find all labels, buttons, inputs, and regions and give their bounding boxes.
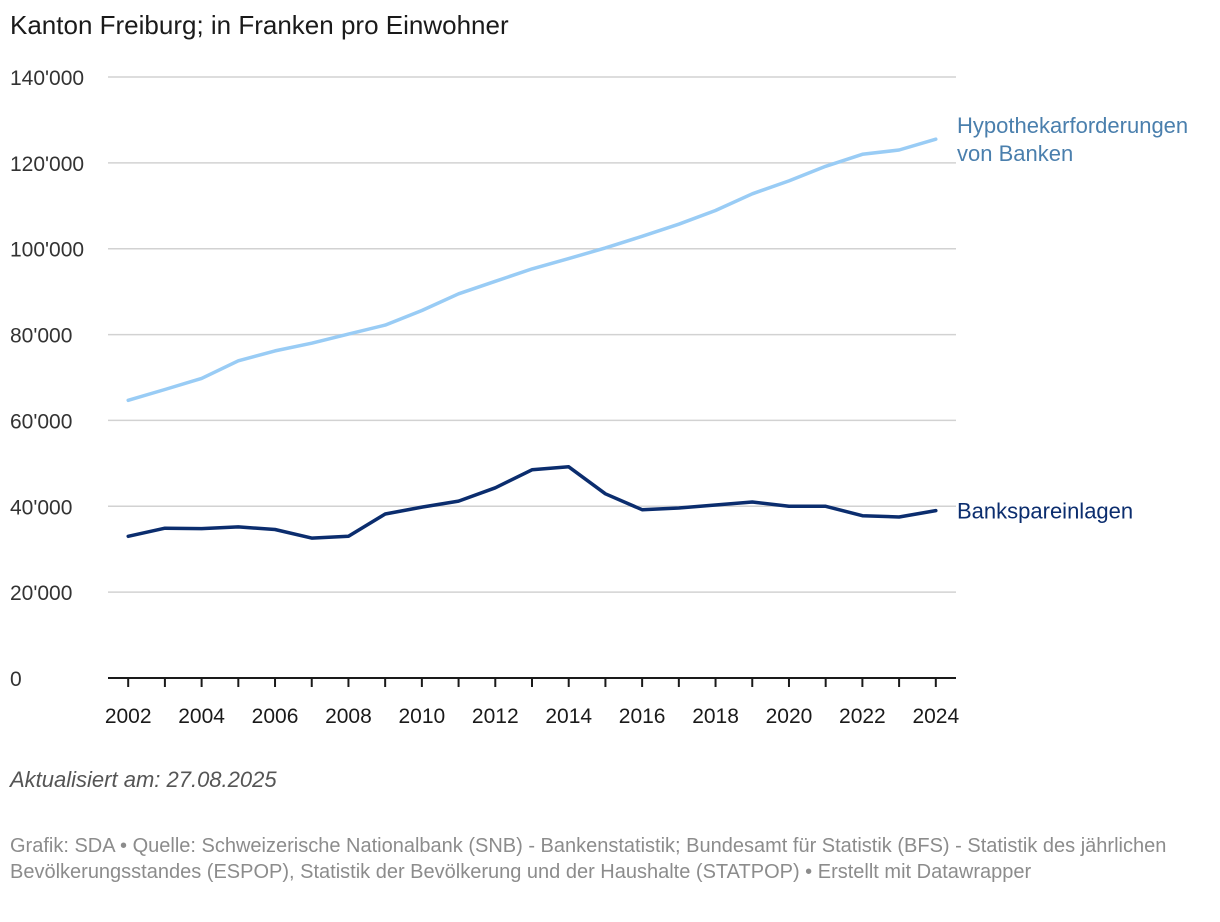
y-tick-label: 20'000 — [10, 582, 72, 605]
source-note: Grafik: SDA • Quelle: Schweizerische Nat… — [10, 835, 1167, 883]
x-tick-label: 2004 — [178, 705, 225, 728]
x-tick-label: 2008 — [325, 705, 372, 728]
series-lines — [126, 137, 938, 540]
series-line-1 — [126, 137, 938, 403]
y-tick-label: 100'000 — [10, 239, 84, 262]
x-tick-label: 2006 — [252, 705, 299, 728]
x-tick-label: 2010 — [399, 705, 446, 728]
line-chart: 0 20'000 40'000 60'000 80'000 100'000 120'000 1… — [10, 67, 1188, 728]
series-labels: Hypothekarforderungen von Banken Bankspare… — [957, 113, 1188, 523]
updated-date: Aktualisiert am: 27.08.2025 — [10, 767, 277, 792]
y-tick-label: 0 — [10, 668, 22, 691]
grid-lines — [108, 76, 956, 593]
x-tick-label: 2018 — [692, 705, 739, 728]
y-tick-label: 40'000 — [10, 496, 72, 519]
x-tick-label: 2024 — [912, 705, 959, 728]
series-label: Bankspareinlagen — [957, 499, 1133, 524]
x-axis: 2002 2004 2006 2008 2010 2012 2014 2016 2018 2020… — [105, 677, 959, 728]
y-tick-label: 60'000 — [10, 410, 72, 433]
series-line-2 — [126, 465, 938, 540]
x-tick-label: 2022 — [839, 705, 886, 728]
x-tick-label: 2002 — [105, 705, 152, 728]
y-tick-label: 80'000 — [10, 325, 72, 348]
y-tick-label: 140'000 — [10, 67, 84, 90]
series-label: Hypothekarforderungen — [957, 113, 1188, 138]
x-tick-label: 2012 — [472, 705, 519, 728]
chart-title: Kanton Freiburg; in Franken pro Einwohne… — [10, 10, 509, 40]
x-tick-label: 2016 — [619, 705, 666, 728]
y-axis-ticks: 0 20'000 40'000 60'000 80'000 100'000 120'000 1… — [10, 67, 84, 691]
y-tick-label: 120'000 — [10, 153, 84, 176]
series-label: von Banken — [957, 141, 1073, 166]
x-tick-label: 2020 — [766, 705, 813, 728]
x-tick-label: 2014 — [545, 705, 592, 728]
